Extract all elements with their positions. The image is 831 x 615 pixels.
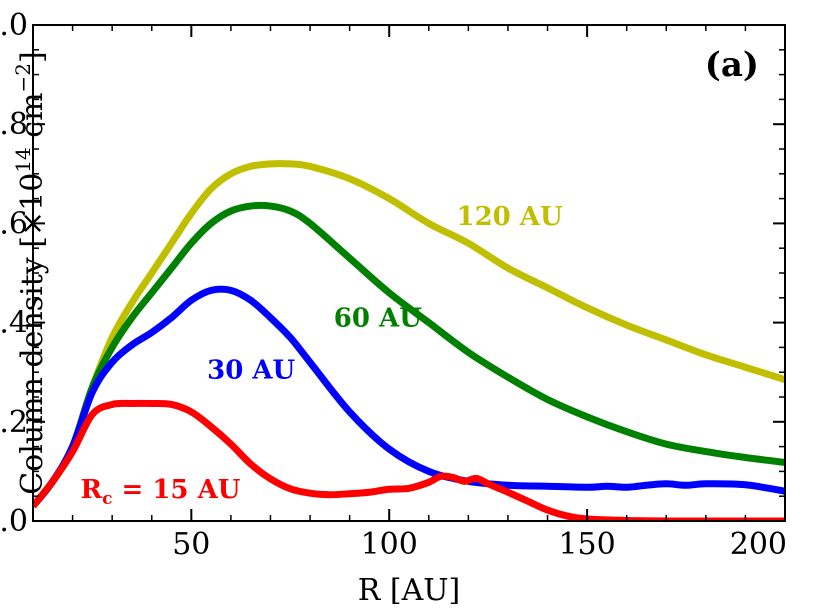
- x-tick-label: 200: [730, 527, 787, 562]
- y-axis-label-close: ]: [15, 51, 50, 63]
- y-tick-label: 0.6: [0, 206, 28, 241]
- y-tick-label: 0.0: [0, 504, 28, 539]
- y-tick-label: 0.2: [0, 405, 28, 440]
- x-tick-label: 100: [361, 527, 418, 562]
- y-axis-label-unit-exp: −2: [11, 63, 35, 92]
- series-label-0: 120 AU: [456, 202, 562, 232]
- series-label-text: R: [80, 475, 102, 505]
- series-line-1: [33, 201, 785, 509]
- y-tick-label: 1.0: [0, 8, 28, 43]
- x-tick-label: 50: [172, 527, 210, 562]
- y-axis-label: Column density [×1014 cm−2]: [11, 51, 50, 495]
- x-axis-label: R [AU]: [358, 573, 460, 608]
- y-tick-label: 0.8: [0, 107, 28, 142]
- y-axis-label-unit: cm: [15, 92, 50, 147]
- plot-frame: [32, 24, 786, 522]
- y-tick-label: 0.4: [0, 306, 28, 341]
- series-line-2: [33, 285, 785, 509]
- plot-background: [33, 25, 785, 521]
- series-label-1: 60 AU: [334, 304, 422, 334]
- y-axis-label-exp: 14: [11, 147, 35, 172]
- series-label-text: 60 AU: [334, 304, 422, 334]
- y-axis-label-main: Column density [×10: [15, 173, 50, 495]
- x-tick-label: 150: [558, 527, 615, 562]
- series-label-3: Rc = 15 AU: [80, 475, 240, 509]
- series-line-3: [33, 399, 785, 521]
- panel-label: (a): [705, 45, 759, 85]
- series-label-2: 30 AU: [207, 356, 295, 386]
- series-label-text: 30 AU: [207, 356, 295, 386]
- series-line-0: [33, 160, 785, 509]
- series-label-sub: c: [102, 489, 112, 509]
- series-label-rest: = 15 AU: [112, 475, 240, 505]
- series-label-text: 120 AU: [456, 202, 562, 232]
